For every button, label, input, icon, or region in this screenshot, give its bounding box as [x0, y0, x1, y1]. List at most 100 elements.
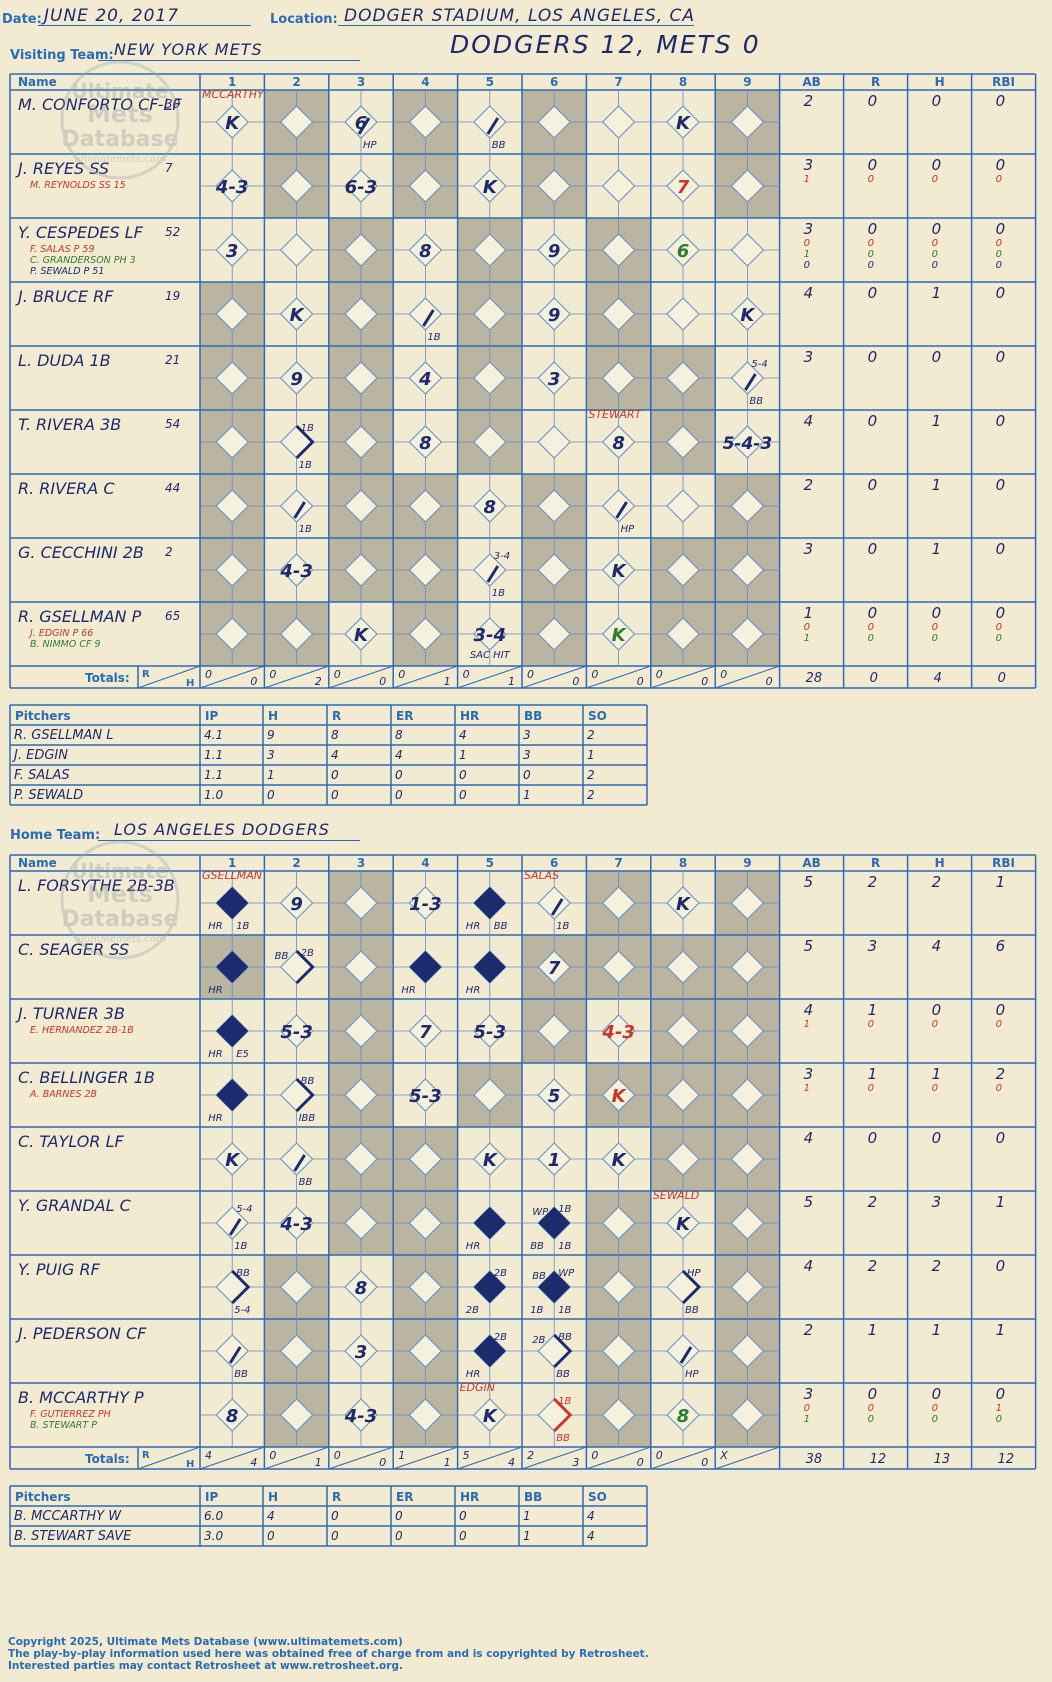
- totals-label: Totals:: [85, 671, 130, 685]
- base-diamond: [537, 553, 571, 587]
- base-diamond: [730, 297, 765, 331]
- play-annotation: 3-4: [494, 551, 510, 562]
- base-diamond: [279, 1206, 314, 1240]
- pitcher-stat: 0: [331, 1509, 339, 1523]
- pitching-change-note: SALAS: [524, 869, 559, 882]
- stat-value: 0: [932, 220, 942, 238]
- pitching-change-note: MCCARTHY: [202, 88, 265, 101]
- totals-slash: [328, 665, 394, 689]
- stat-value: 1: [932, 540, 942, 558]
- inning-header-9: 9: [743, 75, 751, 89]
- pitching-change-note: STEWART: [588, 408, 642, 421]
- uniform-number: 44: [165, 481, 180, 495]
- pitcher-stat: 0: [395, 788, 403, 802]
- base-diamond: [279, 169, 314, 203]
- stat-value: 0: [996, 174, 1002, 185]
- stat-value: 0: [868, 633, 874, 644]
- pitcher-header: ER: [396, 1490, 413, 1504]
- inning-header-9: 9: [743, 856, 751, 870]
- stat-value: 0: [996, 540, 1006, 558]
- play-result: K: [612, 561, 628, 582]
- inning-header-2: 2: [292, 856, 300, 870]
- pitcher-stat: 1.1: [204, 748, 223, 762]
- total-stat: 28: [806, 671, 823, 686]
- batter-name: R. GSELLMAN P: [18, 607, 142, 626]
- play-annotation: BB: [556, 1369, 570, 1380]
- stat-value: 2: [868, 1257, 878, 1275]
- hit-line: [422, 309, 435, 327]
- inning-hits: 0: [637, 675, 644, 688]
- advance-bracket: [553, 1333, 573, 1369]
- game-date: JUNE 20, 2017: [44, 6, 180, 26]
- hit-line: [228, 1218, 242, 1236]
- inning-runs: 0: [720, 668, 727, 681]
- stat-value: 1: [804, 1019, 810, 1030]
- base-diamond: [473, 233, 507, 267]
- stat-value: 1: [932, 1321, 942, 1339]
- pitcher-header: R: [332, 709, 341, 723]
- play-annotation: 1B: [556, 921, 569, 932]
- stat-value: 4: [804, 284, 814, 302]
- pitcher-stat: 0: [459, 788, 467, 802]
- stat-value: 0: [932, 633, 938, 644]
- inning-hits: 4: [508, 1456, 515, 1469]
- date-underline: [38, 25, 251, 26]
- batter-name: C. BELLINGER 1B: [18, 1068, 155, 1087]
- inning-hits: 0: [637, 1456, 644, 1469]
- play-annotation: 2B: [301, 948, 314, 959]
- play-annotation: 2B: [494, 1332, 507, 1343]
- stat-value: 3: [804, 1385, 814, 1403]
- pitcher-stat: 1.1: [204, 768, 223, 782]
- pitcher-header: Pitchers: [15, 709, 71, 723]
- base-diamond: [279, 233, 314, 267]
- base-diamond: [666, 950, 700, 984]
- base-diamond: [344, 553, 378, 587]
- base-diamond: [666, 1142, 700, 1176]
- uniform-number: 30: [165, 97, 181, 111]
- base-diamond: [408, 425, 443, 459]
- stat-value: 0: [996, 1414, 1002, 1425]
- play-annotation: HR: [208, 1113, 222, 1124]
- pitcher-stat: 4.1: [204, 728, 223, 742]
- stat-header-r: R: [871, 75, 880, 89]
- base-diamond: [279, 105, 314, 139]
- totals-slash: [393, 665, 458, 689]
- pitcher-header: IP: [205, 709, 218, 723]
- stat-value: 0: [996, 1385, 1006, 1403]
- hit-line: [293, 501, 306, 519]
- pitcher-header: ER: [396, 709, 413, 723]
- batter-name: M. CONFORTO CF-LF: [18, 95, 182, 114]
- play-annotation: HR: [208, 1049, 222, 1060]
- pitcher-stat: 3: [523, 728, 531, 742]
- base-diamond: [408, 169, 443, 203]
- watermark-text: Ultimate: [72, 859, 169, 883]
- inning-runs: 4: [205, 1449, 212, 1462]
- totals-slash: [137, 1446, 201, 1470]
- stat-value: 0: [996, 1257, 1006, 1275]
- stat-value: 0: [932, 260, 938, 271]
- inning-hits: 0: [250, 675, 257, 688]
- base-diamond: [666, 1206, 700, 1240]
- stat-value: 0: [996, 1129, 1006, 1147]
- inning-runs: 0: [269, 668, 276, 681]
- base-diamond: [473, 1142, 507, 1176]
- inning-runs: 0: [398, 668, 405, 681]
- hit-line: [486, 117, 500, 135]
- stat-header-rbi: RBI: [992, 856, 1015, 870]
- inning-hits: 0: [572, 675, 579, 688]
- play-result: 9: [548, 241, 561, 262]
- play-annotation: BB: [749, 396, 763, 407]
- play-annotation: BB: [299, 1177, 313, 1188]
- stat-value: 3: [804, 540, 814, 558]
- inning-hits: 2: [315, 675, 322, 688]
- play-result: 3: [548, 369, 561, 390]
- play-annotation: BB: [556, 1433, 570, 1444]
- base-diamond: [215, 617, 249, 651]
- base-diamond: [601, 169, 636, 203]
- totals-slash: [650, 665, 716, 689]
- pitcher-stat: 0: [459, 768, 467, 782]
- play-annotation: HR: [466, 985, 480, 996]
- batter-name: T. RIVERA 3B: [18, 415, 121, 434]
- stat-value: 0: [932, 1385, 942, 1403]
